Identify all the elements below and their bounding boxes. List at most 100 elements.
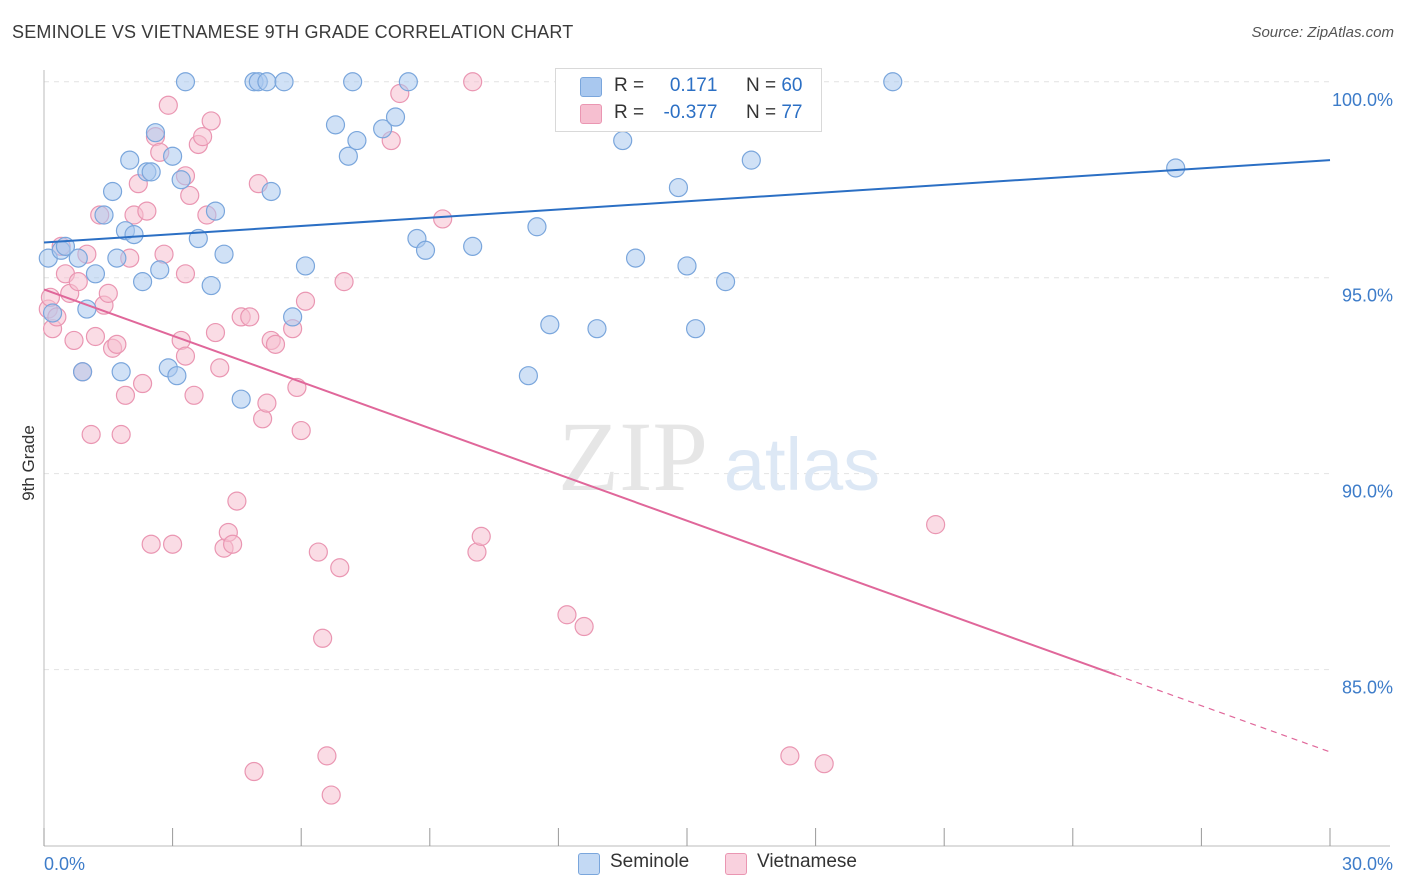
seminole-point [94, 205, 114, 225]
y-tick-label: 85.0% [1342, 678, 1393, 698]
vietnamese-point [64, 330, 84, 351]
vietnamese-point [115, 385, 136, 405]
vietnamese-point [98, 283, 118, 303]
stats-legend: R = 0.171 N = 60 R = -0.377 N = 77 [555, 68, 822, 132]
seminole-legend-label: Seminole [610, 851, 690, 872]
seminole-legend-swatch [578, 853, 600, 875]
seminole-point [188, 228, 208, 249]
trendlines [43, 159, 1331, 753]
vietnamese-point [132, 373, 153, 394]
seminole-point [85, 264, 106, 284]
seminole-point [111, 362, 131, 382]
seminole-point [167, 366, 187, 386]
legend-row-text: R = 0.171 N = 60 [614, 75, 802, 97]
watermark-zip: ZIP [558, 401, 708, 512]
vietnamese-point [308, 542, 328, 562]
seminole-point [527, 217, 547, 237]
seminole-point [685, 319, 706, 339]
vietnamese-point [313, 628, 333, 648]
vietnamese-point [557, 605, 577, 625]
seminole-point [715, 272, 736, 292]
x-tick-label: 0.0% [44, 854, 85, 874]
axes [43, 70, 1390, 847]
seminole-point [175, 72, 196, 92]
r-label: R = [614, 102, 645, 123]
vietnamese-point [175, 346, 196, 366]
seminole-trendline [43, 159, 1331, 244]
seminole-point [261, 181, 281, 202]
seminole-point [205, 201, 226, 221]
vietnamese-point [111, 424, 131, 445]
r-label: R = [614, 75, 645, 96]
seminole-point [518, 366, 538, 386]
seminole-point [883, 72, 903, 92]
vietnamese-point [780, 746, 800, 766]
seminole-point [145, 123, 166, 143]
vietnamese-point [210, 358, 230, 378]
seminole-point [274, 72, 294, 92]
seminole-point [283, 307, 303, 327]
vietnamese-point [295, 291, 316, 311]
vietnamese-point [81, 424, 101, 445]
n-label: N = [745, 75, 777, 96]
gridlines [44, 81, 1330, 671]
watermark-atlas: atlas [724, 423, 880, 506]
seminole-point [587, 319, 607, 339]
vietnamese-point [240, 307, 260, 327]
seminole-point [325, 115, 346, 135]
seminole-point [141, 162, 161, 182]
seminole-point [163, 146, 183, 166]
vietnamese-point [321, 785, 341, 805]
series-seminole-points [38, 72, 1186, 409]
seminole-point [625, 248, 646, 268]
vietnamese-point [85, 326, 106, 347]
n-value: 77 [781, 102, 803, 123]
tick-labels: 85.0% 90.0% 95.0% 100.0% 0.0% 30.0% [44, 90, 1393, 874]
series-legend: Seminole Vietnamese [0, 850, 1406, 878]
vietnamese-point [244, 761, 264, 782]
seminole-point [398, 72, 418, 92]
seminole-point [343, 72, 363, 92]
seminole-point [540, 315, 560, 335]
vietnamese-point [265, 334, 286, 354]
r-value: 0.171 [669, 75, 718, 96]
seminole-point [347, 130, 367, 151]
seminole-point [1166, 158, 1186, 178]
source-credit: Source: ZipAtlas.com [1251, 24, 1394, 41]
vietnamese-point [175, 264, 196, 284]
vietnamese-point [574, 616, 594, 637]
seminole-point [68, 248, 88, 268]
seminole-point [741, 150, 761, 170]
seminole-point [231, 389, 251, 409]
vietnamese-point [163, 534, 183, 554]
y-tick-label: 95.0% [1342, 286, 1393, 306]
vietnamese-point [137, 201, 157, 221]
seminole-swatch [580, 77, 602, 97]
vietnamese-point [180, 185, 200, 206]
seminole-point [132, 272, 153, 292]
seminole-point [668, 177, 689, 198]
seminole-point [338, 146, 358, 166]
seminole-point [613, 130, 633, 151]
x-tick-label: 30.0% [1342, 854, 1393, 874]
seminole-point [415, 240, 436, 260]
vietnamese-point [205, 322, 226, 343]
vietnamese-trendline [43, 288, 1117, 676]
seminole-point [124, 225, 144, 245]
vietnamese-point [926, 515, 946, 535]
y-tick-label: 90.0% [1342, 482, 1393, 502]
vietnamese-point [433, 209, 453, 229]
vietnamese-point [227, 491, 247, 511]
vietnamese-point [223, 534, 243, 554]
vietnamese-swatch [580, 104, 602, 124]
seminole-point [257, 72, 277, 92]
seminole-point [295, 256, 316, 276]
seminole-point [373, 119, 393, 139]
vietnamese-point [814, 754, 834, 774]
vietnamese-point [317, 746, 337, 766]
seminole-point [201, 275, 221, 296]
y-axis-label: 9th Grade [19, 425, 38, 501]
vietnamese-point [201, 111, 221, 131]
chart-title: SEMINOLE VS VIETNAMESE 9TH GRADE CORRELA… [12, 22, 574, 42]
